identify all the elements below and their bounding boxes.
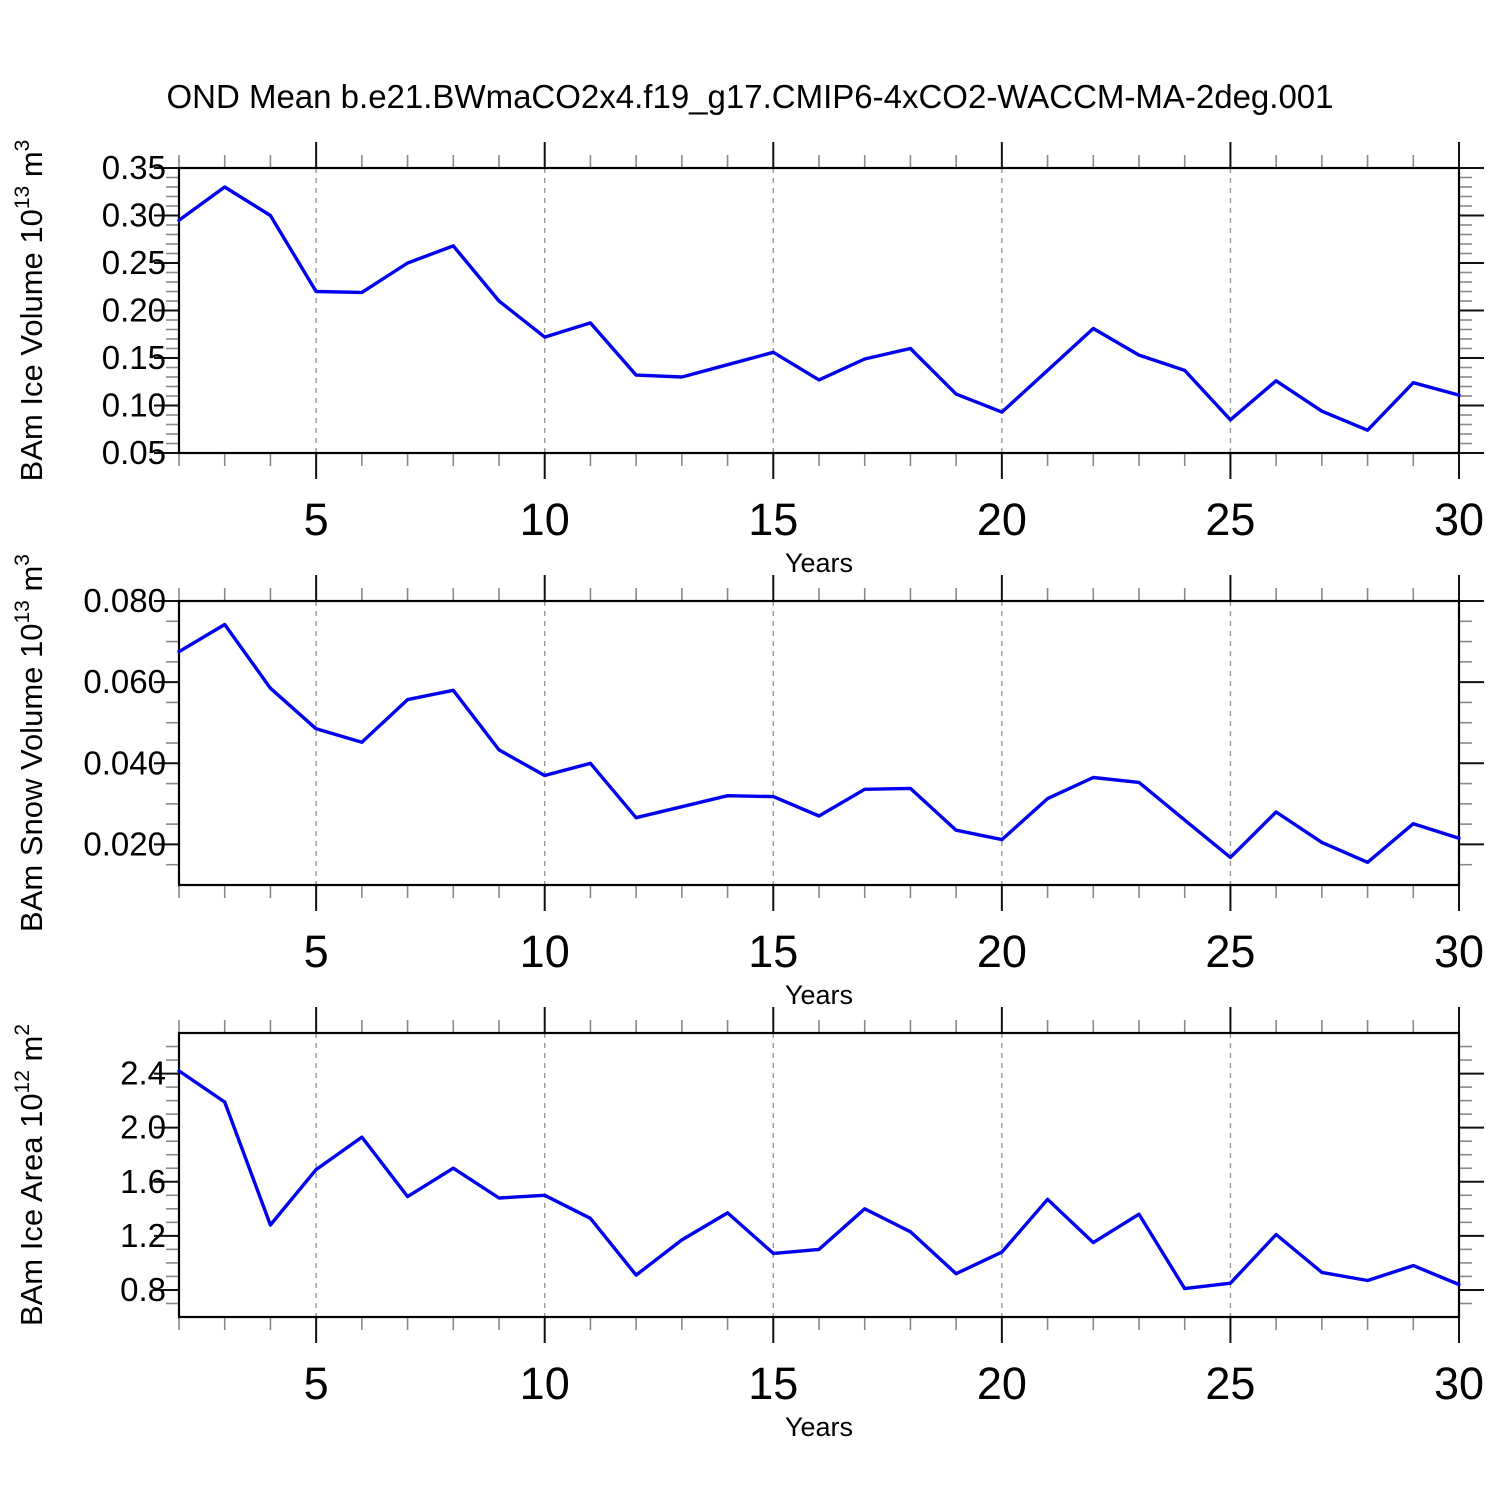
x-tick-label: 25 xyxy=(1205,926,1255,977)
x-axis-title: Years xyxy=(785,980,853,1010)
x-tick-label: 5 xyxy=(304,1358,329,1409)
y-tick-label: 0.25 xyxy=(102,244,166,281)
series-line-snow-volume xyxy=(177,622,1461,864)
x-tick-label: 15 xyxy=(748,926,798,977)
y-tick-label: 1.6 xyxy=(120,1163,166,1200)
y-tick-label: 0.15 xyxy=(102,339,166,376)
y-tick-label: 0.8 xyxy=(120,1271,166,1308)
x-tick-label: 10 xyxy=(520,1358,570,1409)
x-tick-label: 5 xyxy=(304,926,329,977)
x-tick-label: 5 xyxy=(304,494,329,545)
y-tick-label: 0.10 xyxy=(102,387,166,424)
x-tick-label: 20 xyxy=(977,926,1027,977)
series-line-ice-area xyxy=(177,1069,1461,1291)
y-tick-label: 1.2 xyxy=(120,1217,166,1254)
series-line-ice-volume xyxy=(177,185,1461,432)
x-tick-label: 25 xyxy=(1205,494,1255,545)
y-tick-label: 0.080 xyxy=(83,582,166,619)
x-tick-label: 20 xyxy=(977,494,1027,545)
x-tick-label: 10 xyxy=(520,494,570,545)
x-axis-title: Years xyxy=(785,1412,853,1442)
y-axis-title: BAm Snow Volume 1013 m3 xyxy=(11,554,49,932)
y-tick-label: 0.020 xyxy=(83,825,166,862)
y-tick-label: 2.0 xyxy=(120,1109,166,1146)
y-tick-label: 2.4 xyxy=(120,1055,166,1092)
panel-ice-area: 5 10 15 20 25 30 0.8 1.2 1.6 2.0 2.4 Years BAm Ice A… xyxy=(11,1007,1484,1442)
y-axis-title: BAm Ice Area 1012 m2 xyxy=(11,1024,49,1326)
y-tick-label: 0.35 xyxy=(102,149,166,186)
y-tick-label: 0.040 xyxy=(83,744,166,781)
x-tick-label: 15 xyxy=(748,494,798,545)
y-tick-label: 0.20 xyxy=(102,292,166,329)
x-tick-label: 25 xyxy=(1205,1358,1255,1409)
y-tick-label: 0.30 xyxy=(102,197,166,234)
plot-frame xyxy=(177,166,1461,455)
x-tick-label: 30 xyxy=(1434,1358,1484,1409)
x-tick-label: 10 xyxy=(520,926,570,977)
chart-title: OND Mean b.e21.BWmaCO2x4.f19_g17.CMIP6-4… xyxy=(166,78,1334,115)
x-tick-label: 20 xyxy=(977,1358,1027,1409)
plot-frame xyxy=(177,1031,1461,1319)
x-axis-title: Years xyxy=(785,548,853,578)
x-tick-label: 30 xyxy=(1434,494,1484,545)
x-tick-label: 15 xyxy=(748,1358,798,1409)
y-tick-label: 0.05 xyxy=(102,434,166,471)
y-tick-label: 0.060 xyxy=(83,663,166,700)
panel-snow-volume: 5 10 15 20 25 30 0.020 0.040 0.060 0.080 Years BAm … xyxy=(11,554,1484,1010)
x-tick-label: 30 xyxy=(1434,926,1484,977)
y-axis-title: BAm Ice Volume 1013 m3 xyxy=(11,140,49,482)
plot-frame xyxy=(177,599,1461,887)
panel-ice-volume: 5 10 15 20 25 30 0.05 0.10 0.15 0.20 0.25 0.30 0.35 Y… xyxy=(11,140,1484,578)
